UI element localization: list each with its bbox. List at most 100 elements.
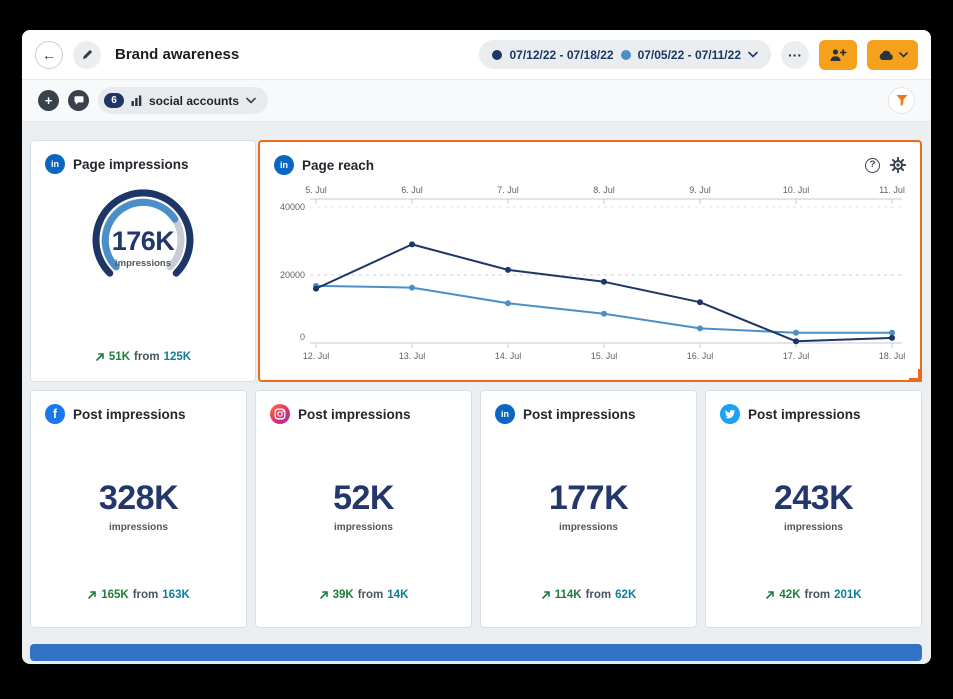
facebook-glyph: f: [52, 406, 58, 421]
widget-settings-button[interactable]: [890, 157, 906, 173]
person-plus-icon: [830, 48, 847, 61]
svg-text:20000: 20000: [280, 270, 305, 280]
card-title: Page impressions: [73, 156, 189, 172]
previous-value: 125K: [163, 351, 192, 363]
comments-button[interactable]: [68, 90, 89, 111]
previous-period-label: 07/05/22 - 07/11/22: [637, 47, 741, 62]
svg-text:16. Jul: 16. Jul: [687, 351, 714, 361]
metric: 243K impressions: [706, 422, 921, 589]
linkedin-icon: in: [45, 154, 65, 174]
instagram-glyph-icon: [274, 408, 286, 420]
trend-up-icon: [541, 591, 550, 599]
previous-value: 62K: [615, 589, 637, 601]
svg-text:8. Jul: 8. Jul: [593, 185, 615, 195]
trend-up-icon: [319, 591, 328, 599]
previous-value: 14K: [387, 589, 409, 601]
svg-text:6. Jul: 6. Jul: [401, 185, 423, 195]
report-toolbar: + 6 social accounts: [22, 80, 931, 122]
trend-up-icon: [96, 353, 104, 361]
add-widget-button[interactable]: +: [38, 90, 59, 111]
metric: 52K impressions: [256, 422, 471, 589]
app-window: ← Brand awareness 07/12/22 - 07/18/22 07…: [22, 30, 931, 664]
card-title: Post impressions: [298, 406, 411, 422]
back-arrow-icon: ←: [42, 46, 56, 63]
card-header: in Post impressions: [481, 391, 696, 430]
instagram-icon: [270, 404, 290, 424]
chevron-down-icon: [246, 97, 256, 104]
metric-unit: impressions: [334, 521, 393, 533]
pencil-icon: [82, 49, 92, 59]
date-range-selector[interactable]: 07/12/22 - 07/18/22 07/05/22 - 07/11/22: [479, 40, 771, 69]
previous-value: 201K: [834, 589, 862, 601]
back-button[interactable]: ←: [35, 40, 63, 69]
post-impressions-card-facebook[interactable]: f Post impressions 328K impressions 165K…: [30, 390, 247, 628]
metric-unit: impressions: [109, 521, 168, 533]
metric-value: 177K: [548, 478, 629, 517]
twitter-bird-icon: [724, 410, 736, 419]
page-reach-card[interactable]: in Page reach ?: [258, 140, 922, 382]
from-label: from: [585, 589, 612, 601]
current-period-dot: [492, 49, 503, 60]
accounts-label: social accounts: [149, 93, 240, 108]
metric-unit: impressions: [115, 258, 171, 269]
chevron-down-icon: [748, 51, 758, 58]
chevron-down-icon: [899, 51, 908, 58]
svg-text:0: 0: [300, 332, 305, 342]
export-button[interactable]: [867, 39, 918, 70]
card-title: Page reach: [302, 157, 375, 173]
accounts-count-badge: 6: [104, 93, 124, 108]
svg-text:11. Jul: 11. Jul: [879, 185, 905, 195]
delta-value: 165K: [101, 589, 129, 601]
resize-handle[interactable]: [909, 369, 922, 382]
facebook-icon: f: [45, 404, 65, 424]
metric-value: 52K: [333, 478, 394, 517]
filter-button[interactable]: [888, 87, 915, 114]
page-impressions-card[interactable]: in Page impressions 176K impressions 51K…: [30, 140, 256, 382]
metric: 177K impressions: [481, 422, 696, 589]
delta-value: 51K: [108, 351, 131, 363]
previous-period-dot: [620, 49, 631, 60]
delta-value: 39K: [332, 589, 354, 601]
impressions-gauge: [92, 189, 194, 277]
current-period-label: 07/12/22 - 07/18/22: [509, 47, 614, 62]
accounts-selector[interactable]: 6 social accounts: [98, 87, 269, 114]
cloud-export-icon: [879, 50, 893, 60]
svg-text:13. Jul: 13. Jul: [399, 351, 426, 361]
post-impressions-card-instagram[interactable]: Post impressions 52K impressions 39K fro…: [255, 390, 472, 628]
page-reach-chart: 5. Jul 12. Jul 6. Jul 13. Jul 7. Jul 14. Jul 8…: [280, 185, 905, 361]
more-options-button[interactable]: ···: [781, 40, 809, 69]
svg-text:12. Jul: 12. Jul: [303, 351, 330, 361]
card-header: f Post impressions: [31, 391, 246, 430]
bar-chart-icon: [131, 95, 142, 106]
svg-text:40000: 40000: [280, 202, 305, 212]
card-title: Post impressions: [73, 406, 186, 422]
metric-value: 328K: [98, 478, 179, 517]
delta-row: 165K from 163K: [31, 589, 246, 627]
twitter-icon: [720, 404, 740, 424]
delta-row: 114K from 62K: [481, 589, 696, 627]
comment-icon: [74, 95, 83, 105]
post-impressions-card-linkedin[interactable]: in Post impressions 177K impressions 114…: [480, 390, 697, 628]
metric-unit: impressions: [559, 521, 618, 533]
filter-funnel-icon: [896, 95, 907, 106]
metric-unit: impressions: [784, 521, 843, 533]
edit-title-button[interactable]: [73, 40, 101, 69]
report-title: Brand awareness: [115, 46, 240, 63]
ellipsis-icon: ···: [788, 46, 802, 63]
card-header: Post impressions: [706, 391, 921, 430]
gear-icon: [890, 157, 906, 173]
metric-value: 243K: [773, 478, 854, 517]
help-button[interactable]: ?: [865, 157, 880, 173]
share-report-button[interactable]: [819, 39, 857, 70]
card-header: in Page reach ?: [260, 142, 920, 181]
metric-value: 176K: [111, 226, 175, 256]
delta-row: 39K from 14K: [256, 589, 471, 627]
svg-text:7. Jul: 7. Jul: [497, 185, 519, 195]
card-actions: ?: [865, 157, 906, 173]
post-impressions-card-twitter[interactable]: Post impressions 243K impressions 42K fr…: [705, 390, 922, 628]
delta-value: 114K: [554, 589, 582, 601]
linkedin-icon: in: [495, 404, 515, 424]
svg-text:15. Jul: 15. Jul: [591, 351, 618, 361]
svg-text:9. Jul: 9. Jul: [689, 185, 711, 195]
trend-up-icon: [88, 591, 97, 599]
